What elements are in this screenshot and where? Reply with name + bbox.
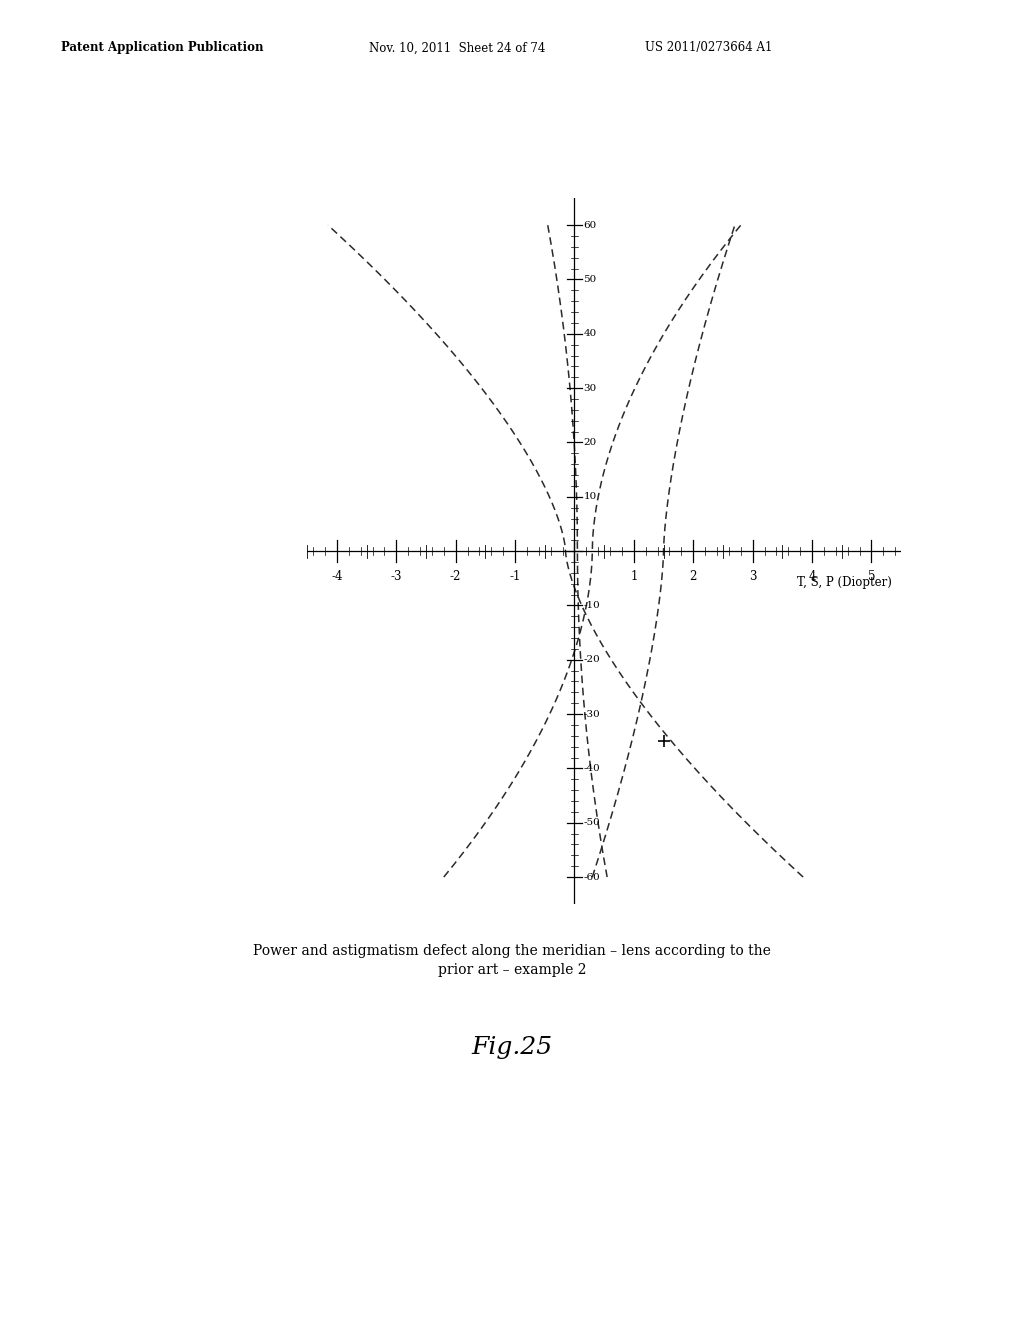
Text: 4: 4 <box>808 570 816 583</box>
Text: -3: -3 <box>390 570 402 583</box>
Text: 3: 3 <box>749 570 757 583</box>
Text: Patent Application Publication: Patent Application Publication <box>61 41 264 54</box>
Text: -4: -4 <box>331 570 343 583</box>
Text: 10: 10 <box>584 492 597 502</box>
Text: -20: -20 <box>584 655 600 664</box>
Text: 30: 30 <box>584 384 597 392</box>
Text: 20: 20 <box>584 438 597 447</box>
Text: 1: 1 <box>630 570 638 583</box>
Text: -10: -10 <box>584 601 600 610</box>
Text: -2: -2 <box>450 570 462 583</box>
Text: 50: 50 <box>584 275 597 284</box>
Text: -60: -60 <box>584 873 600 882</box>
Text: 40: 40 <box>584 329 597 338</box>
Text: 2: 2 <box>689 570 697 583</box>
Text: T, S, P (Diopter): T, S, P (Diopter) <box>798 576 892 589</box>
Text: -40: -40 <box>584 764 600 774</box>
Text: -1: -1 <box>509 570 521 583</box>
Text: -50: -50 <box>584 818 600 828</box>
Text: US 2011/0273664 A1: US 2011/0273664 A1 <box>645 41 772 54</box>
Text: -30: -30 <box>584 710 600 718</box>
Text: Nov. 10, 2011  Sheet 24 of 74: Nov. 10, 2011 Sheet 24 of 74 <box>369 41 545 54</box>
Text: Fig.25: Fig.25 <box>471 1036 553 1059</box>
Text: 60: 60 <box>584 220 597 230</box>
Text: Power and astigmatism defect along the meridian – lens according to the
prior ar: Power and astigmatism defect along the m… <box>253 944 771 977</box>
Text: 5: 5 <box>867 570 876 583</box>
